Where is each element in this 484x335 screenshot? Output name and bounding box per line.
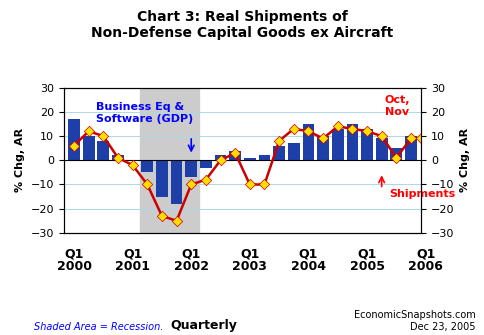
Text: Oct,
Nov: Oct, Nov: [384, 95, 409, 117]
Point: [392, 155, 399, 160]
Point: [348, 126, 356, 131]
Point: [158, 213, 166, 219]
Bar: [170, 160, 182, 204]
Text: 2006: 2006: [408, 260, 442, 273]
Text: 2000: 2000: [57, 260, 91, 273]
Text: Chart 3: Real Shipments of
Non-Defense Capital Goods ex Aircraft: Chart 3: Real Shipments of Non-Defense C…: [91, 10, 393, 40]
Point: [260, 182, 268, 187]
Text: Q1: Q1: [415, 248, 435, 260]
Text: Shipments: Shipments: [388, 189, 454, 199]
Text: Shaded Area = Recession.: Shaded Area = Recession.: [34, 322, 163, 332]
Point: [363, 129, 370, 134]
Bar: [302, 124, 314, 160]
Point: [201, 177, 209, 182]
Point: [406, 136, 414, 141]
Bar: [214, 155, 226, 160]
Point: [172, 218, 180, 223]
Text: 2002: 2002: [173, 260, 208, 273]
Text: Q1: Q1: [357, 248, 376, 260]
Bar: [199, 160, 212, 168]
Point: [70, 143, 78, 148]
Bar: [346, 124, 358, 160]
Text: Q1: Q1: [181, 248, 200, 260]
Bar: [272, 146, 285, 160]
Bar: [243, 158, 255, 160]
Point: [99, 133, 107, 139]
Text: 2004: 2004: [290, 260, 325, 273]
Y-axis label: % Chg, AR: % Chg, AR: [459, 128, 469, 192]
Bar: [404, 136, 416, 160]
Point: [85, 129, 92, 134]
Bar: [97, 141, 109, 160]
Point: [377, 133, 385, 139]
Bar: [112, 155, 123, 160]
Bar: [68, 119, 80, 160]
Text: 2001: 2001: [115, 260, 150, 273]
Bar: [185, 160, 197, 177]
Bar: [141, 160, 153, 173]
Point: [143, 182, 151, 187]
Point: [333, 124, 341, 129]
Point: [275, 138, 283, 144]
Point: [187, 182, 195, 187]
Point: [231, 150, 239, 156]
Bar: [229, 151, 241, 160]
Point: [245, 182, 253, 187]
Bar: [390, 148, 401, 160]
Text: EconomicSnapshots.com
Dec 23, 2005: EconomicSnapshots.com Dec 23, 2005: [353, 310, 474, 332]
Point: [304, 129, 312, 134]
Y-axis label: % Chg, AR: % Chg, AR: [15, 128, 25, 192]
Text: Q1: Q1: [298, 248, 318, 260]
Text: Q1: Q1: [240, 248, 259, 260]
Point: [216, 157, 224, 163]
Point: [114, 155, 121, 160]
Bar: [140, 88, 198, 233]
Text: 2005: 2005: [349, 260, 384, 273]
Bar: [317, 136, 328, 160]
Bar: [331, 129, 343, 160]
Point: [416, 136, 424, 141]
Bar: [83, 136, 94, 160]
Point: [318, 136, 326, 141]
Bar: [375, 138, 387, 160]
Text: 2003: 2003: [232, 260, 267, 273]
Bar: [156, 160, 167, 197]
Point: [128, 162, 136, 168]
Bar: [361, 129, 372, 160]
Point: [289, 126, 297, 131]
Text: Q1: Q1: [64, 248, 84, 260]
Bar: [258, 155, 270, 160]
Text: Q1: Q1: [122, 248, 142, 260]
Text: Business Eq &
Software (GDP): Business Eq & Software (GDP): [96, 102, 193, 124]
Bar: [287, 143, 299, 160]
Text: Quarterly: Quarterly: [170, 319, 237, 332]
